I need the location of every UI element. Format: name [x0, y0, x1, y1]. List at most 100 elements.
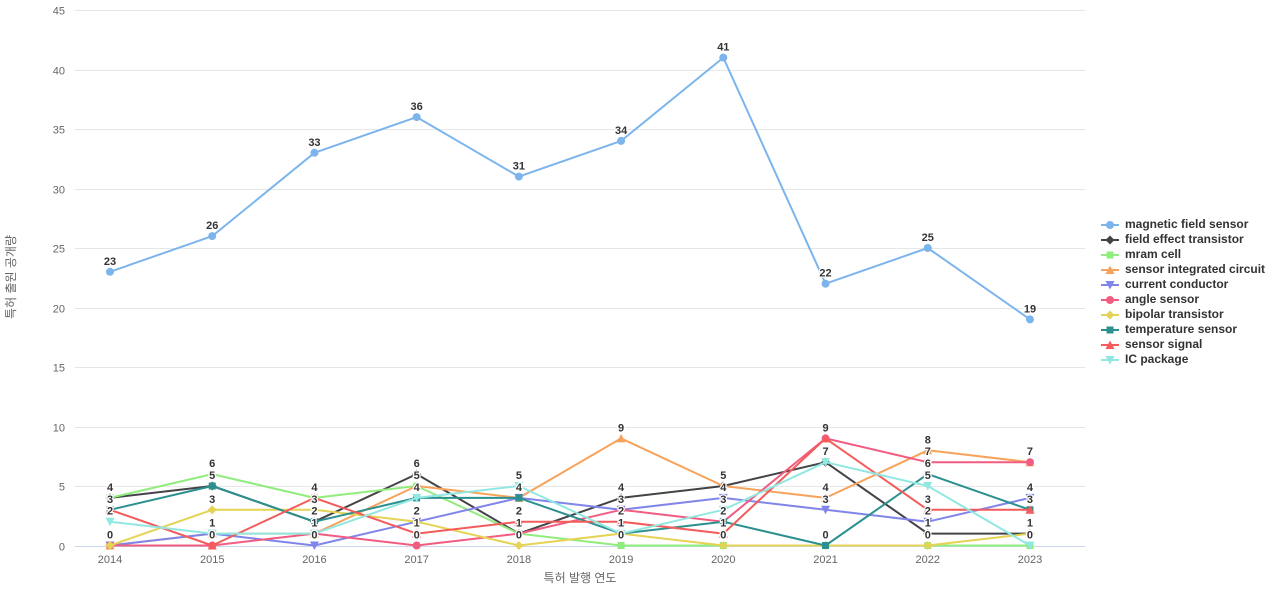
- circle-legend-marker-icon: [1101, 295, 1119, 304]
- data-label: 4: [516, 482, 523, 494]
- data-label: 6: [925, 458, 931, 470]
- data-label: 3: [720, 494, 726, 506]
- legend-label: mram cell: [1125, 247, 1182, 261]
- data-label: 2: [414, 506, 420, 518]
- data-label: 3: [1027, 494, 1033, 506]
- series-sensor-integrated-circuit: [105, 433, 1035, 550]
- triangle-down-legend-marker-icon: [1101, 280, 1119, 289]
- data-label: 3: [618, 494, 624, 506]
- square-legend-marker-icon: [1101, 251, 1119, 258]
- data-label: 33: [308, 137, 320, 149]
- data-label: 0: [925, 530, 931, 542]
- chart-legend: magnetic field sensor field effect transi…: [1100, 217, 1280, 367]
- legend-item-IC-package[interactable]: IC package: [1100, 352, 1280, 367]
- y-tick-label: 25: [53, 244, 65, 256]
- data-label: 6: [414, 458, 420, 470]
- data-label: 31: [513, 161, 525, 173]
- triangle-legend-marker-icon: [1101, 265, 1119, 274]
- data-label: 1: [209, 518, 215, 530]
- data-label: 36: [411, 101, 423, 113]
- data-label: 1: [618, 518, 624, 530]
- legend-item-mram-cell[interactable]: mram cell: [1100, 247, 1280, 262]
- data-label: 6: [209, 458, 215, 470]
- data-label: 9: [822, 422, 828, 434]
- data-label: 0: [618, 530, 624, 542]
- legend-label: IC package: [1125, 352, 1189, 366]
- data-label: 5: [720, 470, 726, 482]
- data-label: 1: [414, 518, 420, 530]
- data-label: 0: [720, 530, 726, 542]
- data-label: 26: [206, 220, 218, 232]
- data-label: 0: [311, 530, 317, 542]
- legend-item-temperature-sensor[interactable]: temperature sensor: [1100, 322, 1280, 337]
- y-tick-label: 40: [53, 66, 65, 78]
- data-label: 7: [1027, 446, 1033, 458]
- data-label: 3: [822, 494, 828, 506]
- y-tick-label: 20: [53, 304, 65, 316]
- data-label: 1: [720, 518, 726, 530]
- legend-item-field-effect-transistor[interactable]: field effect transistor: [1100, 232, 1280, 247]
- data-label: 1: [925, 518, 931, 530]
- x-tick-label: 2017: [404, 554, 428, 566]
- data-label: 4: [107, 482, 114, 494]
- legend-item-current-conductor[interactable]: current conductor: [1100, 277, 1280, 292]
- y-tick-label: 45: [53, 6, 65, 18]
- data-label: 1: [1027, 518, 1033, 530]
- data-label: 1: [516, 518, 522, 530]
- data-label: 5: [414, 470, 420, 482]
- data-label: 4: [1027, 482, 1034, 494]
- data-label: 7: [822, 446, 828, 458]
- data-label: 19: [1024, 303, 1036, 315]
- gridlines: [75, 10, 1085, 547]
- triangle-legend-marker-icon: [1101, 340, 1119, 349]
- y-axis-labels: 0 5 10 15 20 25 30 35 40 45: [53, 6, 65, 554]
- legend-label: field effect transistor: [1125, 232, 1244, 246]
- x-tick-label: 2014: [98, 554, 122, 566]
- data-label: 2: [720, 506, 726, 518]
- data-label: 7: [925, 446, 931, 458]
- data-label: 3: [209, 494, 215, 506]
- legend-item-sensor-signal[interactable]: sensor signal: [1100, 337, 1280, 352]
- data-label: 0: [414, 530, 420, 542]
- data-label: 4: [311, 482, 318, 494]
- y-axis-title: 특허 출원 공개량: [4, 235, 18, 319]
- diamond-legend-marker-icon: [1101, 235, 1119, 244]
- x-tick-label: 2015: [200, 554, 224, 566]
- legend-item-bipolar-transistor[interactable]: bipolar transistor: [1100, 307, 1280, 322]
- legend-label: sensor integrated circuit: [1125, 262, 1266, 276]
- legend-item-magnetic-field-sensor[interactable]: magnetic field sensor: [1100, 217, 1280, 232]
- x-axis-title: 특허 발행 연도: [544, 570, 617, 585]
- data-label: 22: [819, 268, 831, 280]
- data-label: 2: [925, 506, 931, 518]
- data-label: 3: [925, 494, 931, 506]
- data-label: 3: [107, 494, 113, 506]
- data-label: 1: [311, 518, 317, 530]
- legend-item-angle-sensor[interactable]: angle sensor: [1100, 292, 1280, 307]
- x-tick-label: 2023: [1018, 554, 1042, 566]
- y-tick-label: 10: [53, 423, 65, 435]
- x-tick-label: 2022: [916, 554, 940, 566]
- legend-label: magnetic field sensor: [1125, 217, 1249, 231]
- data-label: 4: [822, 482, 829, 494]
- data-label: 0: [516, 530, 522, 542]
- data-label: 0: [1027, 530, 1033, 542]
- legend-item-sensor-integrated-circuit[interactable]: sensor integrated circuit: [1100, 262, 1280, 277]
- data-label: 2: [311, 506, 317, 518]
- series-IC-package: [105, 458, 1035, 550]
- data-label: 25: [922, 232, 934, 244]
- series-angle-sensor: [106, 434, 1034, 550]
- data-label: 0: [822, 530, 828, 542]
- data-label: 5: [925, 470, 931, 482]
- data-label: 5: [209, 470, 215, 482]
- y-tick-label: 0: [59, 542, 65, 554]
- data-label: 4: [618, 482, 625, 494]
- y-tick-label: 15: [53, 363, 65, 375]
- data-label: 3: [311, 494, 317, 506]
- data-label: 8: [925, 434, 931, 446]
- data-label: 41: [717, 42, 729, 54]
- legend-label: temperature sensor: [1125, 322, 1238, 336]
- data-label: 2: [516, 506, 522, 518]
